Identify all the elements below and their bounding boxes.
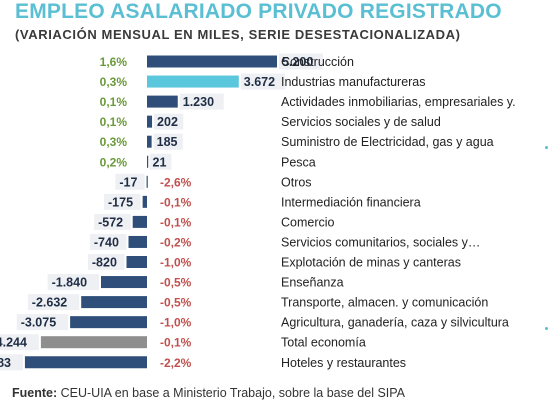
value-label: -740	[94, 235, 119, 249]
value-label: 5.200	[282, 55, 313, 69]
value-label-band	[0, 334, 39, 351]
bar	[70, 316, 147, 329]
value-label-band	[47, 274, 99, 291]
bar	[24, 356, 147, 369]
percent-label: -0,5%	[160, 296, 192, 310]
category-label: Enseñanza	[281, 276, 344, 290]
bar	[147, 75, 239, 88]
value-label-band	[154, 113, 184, 130]
category-label: Comercio	[281, 215, 335, 229]
chart-title: EMPLEO ASALARIADO PRIVADO REGISTRADO	[15, 0, 502, 23]
category-label: Construcción	[281, 55, 354, 69]
bar-chart: 5.200 1,6% Construcción 3.672 0,3% Industrias…	[0, 53, 516, 371]
value-label: -4.883	[0, 356, 11, 370]
bar	[147, 115, 153, 128]
bar	[147, 95, 178, 108]
category-label: Hoteles y restaurantes	[281, 356, 406, 370]
category-label: Actividades inmobiliarias, empresariales…	[281, 95, 516, 109]
bar	[142, 195, 147, 208]
bar	[146, 175, 148, 188]
bar	[147, 135, 152, 148]
percent-label: 0,3%	[100, 75, 128, 89]
value-label-band	[0, 354, 23, 371]
category-label: Servicios sociales y de salud	[281, 115, 441, 129]
category-label: Explotación de minas y canteras	[281, 256, 461, 270]
value-label: 1.230	[183, 95, 214, 109]
value-label: 185	[157, 135, 178, 149]
value-label-band	[87, 254, 125, 270]
percent-label: -0,1%	[160, 195, 192, 209]
category-label: Total economía	[281, 336, 366, 350]
source-text: CEU-UIA en base a Ministerio Trabajo, so…	[57, 386, 405, 400]
source-label: Fuente:	[12, 386, 58, 400]
percent-label: -0,1%	[160, 215, 192, 229]
value-label-band	[115, 173, 145, 190]
bar	[147, 55, 277, 68]
percent-label: -1,0%	[160, 256, 192, 270]
bar	[40, 336, 147, 349]
percent-label: 0,1%	[100, 95, 128, 109]
category-label: Agricultura, ganadería, caza y silvicult…	[281, 316, 509, 330]
percent-label: 0,3%	[100, 135, 128, 149]
percent-label: -1,0%	[160, 316, 192, 330]
value-label-band	[16, 314, 69, 331]
value-label-band	[153, 133, 183, 150]
percent-label: 0,1%	[100, 115, 128, 129]
value-label: -820	[92, 256, 117, 270]
percent-label: -0,2%	[160, 235, 192, 249]
value-label: -2.632	[32, 296, 67, 310]
value-label: 21	[153, 155, 167, 169]
category-label: Transporte, almacen. y comunicación	[281, 296, 488, 310]
chart-subtitle: (VARIACIÓN MENSUAL EN MILES, SERIE DESES…	[15, 27, 461, 42]
category-label: Suministro de Electricidad, gas y agua	[281, 135, 494, 149]
value-label: -175	[108, 195, 133, 209]
bar	[132, 215, 147, 228]
category-label: Pesca	[281, 155, 316, 169]
value-label-band	[279, 53, 323, 70]
source-note: Fuente: CEU-UIA en base a Ministerio Tra…	[12, 386, 405, 400]
value-label-band	[149, 153, 172, 170]
value-label: -3.075	[21, 316, 56, 330]
percent-label: -0,1%	[160, 336, 192, 350]
value-label: 3.672	[244, 75, 275, 89]
bar	[126, 256, 147, 268]
value-label-band	[179, 93, 224, 110]
decorative-dot	[545, 146, 548, 149]
percent-label: 0,2%	[100, 155, 128, 169]
bar	[147, 155, 149, 168]
value-label-band	[104, 193, 141, 210]
bar	[81, 296, 147, 309]
bar	[101, 276, 147, 289]
value-label-band	[27, 294, 80, 311]
value-label: -4.244	[0, 336, 27, 350]
percent-label: 1,6%	[100, 55, 128, 69]
value-label: 202	[157, 115, 178, 129]
value-label: -1.840	[52, 276, 87, 290]
category-label: Intermediación financiera	[281, 195, 421, 209]
percent-label: -0,5%	[160, 276, 192, 290]
decorative-dot	[545, 327, 548, 330]
value-label-band	[89, 233, 127, 250]
percent-label: -2,6%	[160, 175, 192, 189]
value-label: -17	[119, 175, 137, 189]
category-label: Otros	[281, 175, 312, 189]
bar	[128, 235, 147, 248]
value-label-band	[94, 213, 131, 230]
percent-label: -2,2%	[160, 356, 192, 370]
category-label: Servicios comunitarios, sociales y…	[281, 235, 480, 249]
value-label: -572	[98, 215, 123, 229]
category-label: Industrias manufactureras	[281, 75, 426, 89]
value-label-band	[240, 73, 285, 90]
